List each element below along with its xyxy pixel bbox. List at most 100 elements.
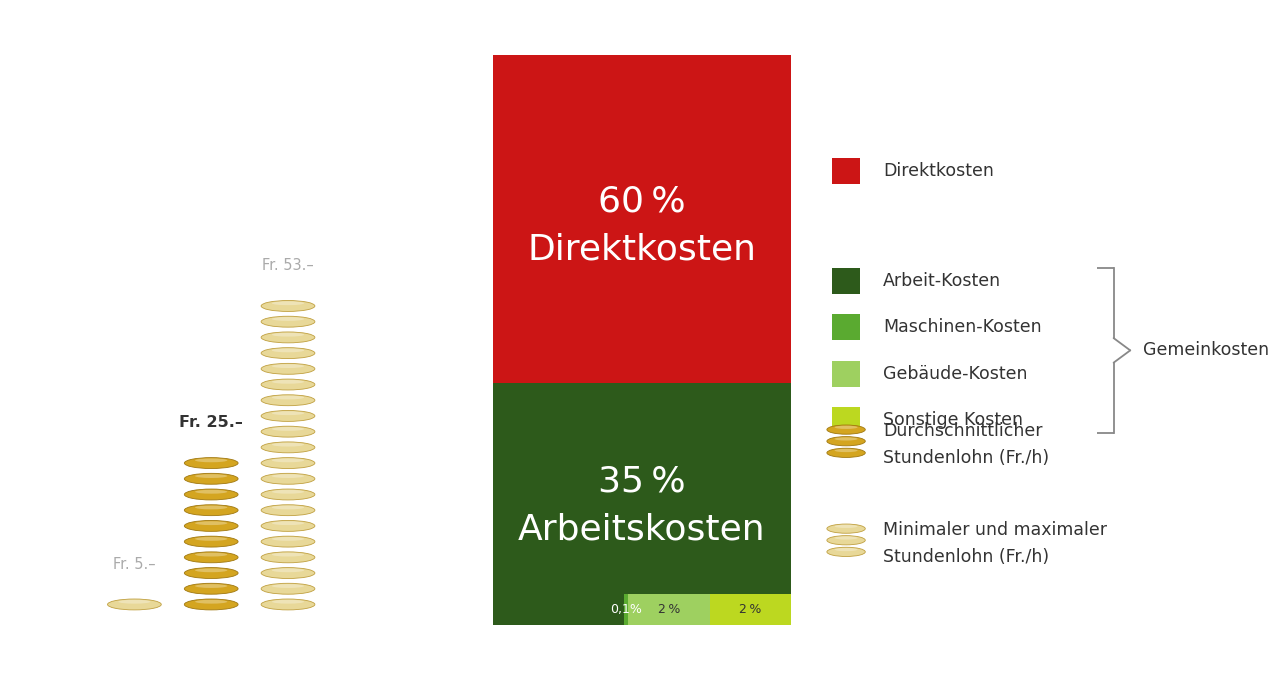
- Ellipse shape: [261, 379, 315, 390]
- Text: Fr. 5.–: Fr. 5.–: [113, 557, 156, 572]
- Bar: [832, 314, 860, 340]
- Text: Sonstige Kosten: Sonstige Kosten: [883, 411, 1023, 429]
- Ellipse shape: [184, 473, 238, 484]
- Ellipse shape: [827, 425, 865, 434]
- Text: Direktkosten: Direktkosten: [883, 163, 995, 180]
- Ellipse shape: [271, 553, 305, 557]
- Text: Fr. 53.–: Fr. 53.–: [262, 258, 314, 273]
- Text: 0,1%: 0,1%: [611, 603, 643, 616]
- Bar: [832, 361, 860, 387]
- Ellipse shape: [271, 521, 305, 525]
- Text: Maschinen-Kosten: Maschinen-Kosten: [883, 318, 1042, 336]
- Ellipse shape: [184, 505, 238, 516]
- Ellipse shape: [271, 301, 305, 305]
- Ellipse shape: [271, 600, 305, 604]
- Ellipse shape: [195, 553, 228, 557]
- Bar: [493, 594, 625, 625]
- Ellipse shape: [108, 599, 161, 610]
- Text: 60 %: 60 %: [598, 184, 686, 219]
- Text: Arbeit-Kosten: Arbeit-Kosten: [883, 272, 1001, 290]
- Ellipse shape: [835, 437, 858, 441]
- Ellipse shape: [835, 449, 858, 452]
- Ellipse shape: [835, 426, 858, 429]
- Ellipse shape: [271, 348, 305, 352]
- Bar: [832, 268, 860, 294]
- Ellipse shape: [184, 552, 238, 563]
- Ellipse shape: [184, 458, 238, 469]
- Ellipse shape: [261, 536, 315, 547]
- Ellipse shape: [261, 583, 315, 594]
- Ellipse shape: [261, 568, 315, 579]
- Bar: [628, 594, 709, 625]
- Text: Fr. 25.–: Fr. 25.–: [179, 415, 243, 430]
- Ellipse shape: [195, 568, 228, 572]
- Ellipse shape: [184, 536, 238, 547]
- Ellipse shape: [184, 568, 238, 579]
- Ellipse shape: [261, 332, 315, 343]
- Ellipse shape: [271, 537, 305, 541]
- Ellipse shape: [271, 474, 305, 478]
- Ellipse shape: [261, 410, 315, 421]
- Ellipse shape: [261, 473, 315, 484]
- Bar: [832, 158, 860, 184]
- Ellipse shape: [184, 520, 238, 531]
- Ellipse shape: [261, 442, 315, 453]
- Ellipse shape: [118, 600, 151, 604]
- Ellipse shape: [271, 584, 305, 588]
- Ellipse shape: [261, 599, 315, 610]
- Text: Durchschnittlicher: Durchschnittlicher: [883, 422, 1043, 440]
- Bar: [493, 55, 791, 382]
- Text: 35 %: 35 %: [598, 464, 686, 499]
- Ellipse shape: [184, 599, 238, 610]
- Ellipse shape: [261, 348, 315, 359]
- Bar: [709, 594, 791, 625]
- Ellipse shape: [271, 395, 305, 400]
- Text: Gemeinkosten: Gemeinkosten: [1143, 342, 1270, 359]
- Ellipse shape: [261, 489, 315, 500]
- Ellipse shape: [271, 333, 305, 337]
- Ellipse shape: [271, 505, 305, 510]
- Ellipse shape: [195, 474, 228, 478]
- Ellipse shape: [261, 552, 315, 563]
- Text: Arbeitskosten: Arbeitskosten: [518, 512, 765, 546]
- Ellipse shape: [271, 364, 305, 368]
- Ellipse shape: [827, 436, 865, 446]
- Ellipse shape: [261, 458, 315, 469]
- Text: Gebäude-Kosten: Gebäude-Kosten: [883, 365, 1028, 382]
- Ellipse shape: [271, 568, 305, 572]
- Ellipse shape: [195, 584, 228, 588]
- Ellipse shape: [827, 448, 865, 458]
- Ellipse shape: [271, 380, 305, 384]
- Ellipse shape: [261, 426, 315, 437]
- Ellipse shape: [195, 600, 228, 604]
- Ellipse shape: [271, 317, 305, 321]
- Ellipse shape: [271, 411, 305, 415]
- Ellipse shape: [261, 505, 315, 516]
- Ellipse shape: [835, 548, 858, 551]
- Ellipse shape: [195, 521, 228, 525]
- Text: 2 %: 2 %: [658, 603, 680, 616]
- Bar: [493, 382, 791, 594]
- Ellipse shape: [835, 536, 858, 540]
- Text: Minimaler und maximaler: Minimaler und maximaler: [883, 521, 1107, 539]
- Ellipse shape: [261, 316, 315, 327]
- Ellipse shape: [827, 524, 865, 533]
- Ellipse shape: [184, 489, 238, 500]
- Text: Direktkosten: Direktkosten: [527, 232, 756, 266]
- Ellipse shape: [195, 505, 228, 510]
- Ellipse shape: [271, 443, 305, 447]
- Ellipse shape: [827, 535, 865, 545]
- Text: Stundenlohn (Fr./h): Stundenlohn (Fr./h): [883, 449, 1050, 467]
- Ellipse shape: [261, 395, 315, 406]
- Ellipse shape: [835, 525, 858, 528]
- Bar: [625, 594, 628, 625]
- Ellipse shape: [827, 547, 865, 557]
- Ellipse shape: [261, 363, 315, 374]
- Ellipse shape: [195, 490, 228, 494]
- Bar: [832, 407, 860, 433]
- Ellipse shape: [195, 458, 228, 462]
- Ellipse shape: [271, 427, 305, 431]
- Text: Stundenlohn (Fr./h): Stundenlohn (Fr./h): [883, 548, 1050, 566]
- Ellipse shape: [271, 490, 305, 494]
- Ellipse shape: [261, 301, 315, 311]
